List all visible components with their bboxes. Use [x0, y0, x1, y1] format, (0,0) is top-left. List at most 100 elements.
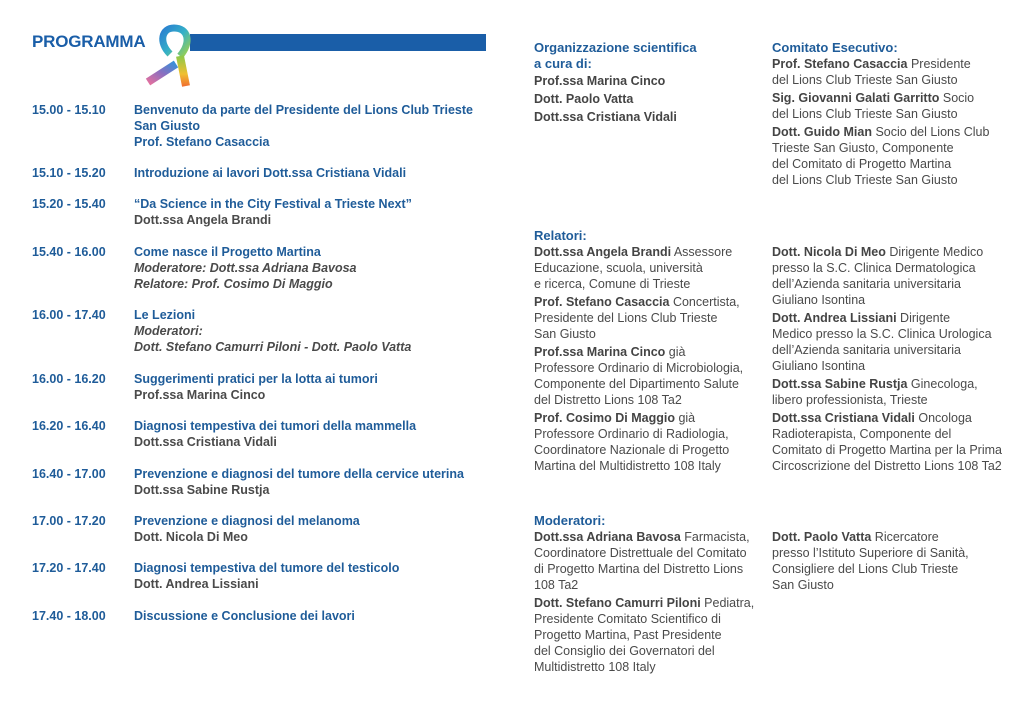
committee-heading: Comitato Esecutivo:	[772, 40, 898, 55]
person-entry: Dott. Nicola Di Meo Dirigente Medico pre…	[772, 244, 1022, 308]
person-description: Ricercatore presso l’Istituto Superiore …	[772, 530, 969, 592]
program-time: 17.00 - 17.20	[32, 514, 106, 528]
speakers-column-2: Dott. Nicola Di Meo Dirigente Medico pre…	[772, 244, 1022, 476]
program-item-line: Suggerimenti pratici per la lotta ai tum…	[134, 372, 378, 386]
person-name: Prof. Stefano Casaccia	[534, 295, 670, 309]
program-item-line: Diagnosi tempestiva dei tumori della mam…	[134, 419, 417, 433]
program-time: 16.40 - 17.00	[32, 467, 106, 481]
person-description: Farmacista, Coordinatore Distrettuale de…	[534, 530, 750, 592]
person-description: già Professore Ordinario di Microbiologi…	[534, 345, 744, 407]
person-name: Dott.ssa Angela Brandi	[534, 245, 672, 259]
program-item-line: Dott. Andrea Lissiani	[134, 577, 259, 591]
organization-heading: Organizzazione scientifica a cura di:	[534, 40, 697, 71]
person-description: Pediatra, Presidente Comitato Scientific…	[534, 596, 755, 674]
program-item-line: Relatore: Prof. Cosimo Di Maggio	[134, 277, 333, 291]
person-name: Dott.ssa Sabine Rustja	[772, 377, 908, 391]
person-description: Socio del Lions Club Trieste San Giusto	[772, 91, 975, 121]
committee-section: Comitato Esecutivo: Prof. Stefano Casacc…	[772, 40, 1022, 190]
program-time: 16.00 - 17.40	[32, 308, 106, 322]
speakers-heading: Relatori:	[534, 228, 587, 243]
program-item-line: “Da Science in the City Festival a Tries…	[134, 197, 412, 211]
program-time: 16.00 - 16.20	[32, 372, 106, 386]
program-time: 15.20 - 15.40	[32, 197, 106, 211]
program-item: Benvenuto da parte del Presidente del Li…	[134, 102, 494, 150]
person-description: Socio del Lions Club Trieste San Giusto,…	[772, 125, 990, 187]
person-description: già Professore Ordinario di Radiologia, …	[534, 411, 730, 473]
person-name: Dott. Stefano Camurri Piloni	[534, 596, 701, 610]
program-item-line: Moderatore: Dott.ssa Adriana Bavosa	[134, 261, 357, 275]
person-name: Dott. Paolo Vatta	[772, 530, 872, 544]
program-item-line: Come nasce il Progetto Martina	[134, 245, 321, 259]
person-entry: Dott.ssa Adriana Bavosa Farmacista, Coor…	[534, 529, 774, 593]
program-item: Suggerimenti pratici per la lotta ai tum…	[134, 371, 494, 403]
program-item-line: Discussione e Conclusione dei lavori	[134, 609, 355, 623]
program-item-line: Dott.ssa Angela Brandi	[134, 213, 272, 227]
program-item-line: Dott. Stefano Camurri Piloni - Dott. Pao…	[134, 340, 412, 354]
program-item-line: San Giusto	[134, 119, 200, 133]
person-name: Dott. Andrea Lissiani	[772, 311, 897, 325]
person-name: Dott. Guido Mian	[772, 125, 872, 139]
moderators-section: Moderatori: Dott.ssa Adriana Bavosa Farm…	[534, 513, 774, 677]
person-entry: Dott. Guido Mian Socio del Lions Club Tr…	[772, 124, 1022, 188]
person-description: Dirigente Medico presso la S.C. Clinica …	[772, 245, 984, 307]
moderators-column-2: Dott. Paolo Vatta Ricercatore presso l’I…	[772, 529, 1022, 595]
program-item-line: Diagnosi tempestiva del tumore del testi…	[134, 561, 400, 575]
program-item-line: Prof. Stefano Casaccia	[134, 135, 270, 149]
person-name: Sig. Giovanni Galati Garritto	[772, 91, 940, 105]
person-entry: Sig. Giovanni Galati Garritto Socio del …	[772, 90, 1022, 122]
person-entry: Dott. Stefano Camurri Piloni Pediatra, P…	[534, 595, 774, 675]
speakers-section: Relatori: Dott.ssa Angela Brandi Assesso…	[534, 228, 774, 476]
person-entry: Dott. Paolo Vatta Ricercatore presso l’I…	[772, 529, 1022, 593]
organizer-name: Dott. Paolo Vatta	[534, 92, 634, 106]
person-name: Prof. Stefano Casaccia	[772, 57, 908, 71]
program-time: 16.20 - 16.40	[32, 419, 106, 433]
person-entry: Dott. Andrea Lissiani Dirigente Medico p…	[772, 310, 1022, 374]
program-item-line: Prevenzione e diagnosi del melanoma	[134, 514, 360, 528]
person-entry: Dott.ssa Cristiana Vidali Oncologa Radio…	[772, 410, 1022, 474]
program-time: 15.40 - 16.00	[32, 245, 106, 259]
program-item: Diagnosi tempestiva dei tumori della mam…	[134, 418, 494, 450]
person-entry: Prof. Cosimo Di Maggio già Professore Or…	[534, 410, 774, 474]
awareness-ribbon-icon	[145, 24, 191, 87]
program-item: Prevenzione e diagnosi del melanoma Dott.…	[134, 513, 494, 545]
program-item: Le Lezioni Moderatori: Dott. Stefano Camur…	[134, 307, 494, 355]
person-description: Concertista, Presidente del Lions Club T…	[534, 295, 740, 341]
person-description: Oncologa Radioterapista, Componente del …	[772, 411, 1002, 473]
program-item-line: Prof.ssa Marina Cinco	[134, 388, 266, 402]
person-name: Prof.ssa Marina Cinco	[534, 345, 666, 359]
person-name: Dott.ssa Cristiana Vidali	[772, 411, 915, 425]
program-time: 17.20 - 17.40	[32, 561, 106, 575]
person-name: Prof. Cosimo Di Maggio	[534, 411, 675, 425]
program-item: Introduzione ai lavori Dott.ssa Cristian…	[134, 165, 494, 181]
person-entry: Prof. Stefano Casaccia Concertista, Pres…	[534, 294, 774, 342]
program-item: Come nasce il Progetto Martina Moderatore…	[134, 244, 494, 292]
program-time: 15.00 - 15.10	[32, 103, 106, 117]
moderators-heading: Moderatori:	[534, 513, 606, 528]
program-item: Prevenzione e diagnosi del tumore della …	[134, 466, 494, 498]
program-item: Diagnosi tempestiva del tumore del testi…	[134, 560, 494, 592]
program-item-line: Moderatori:	[134, 324, 203, 338]
program-item: “Da Science in the City Festival a Tries…	[134, 196, 494, 228]
organizer-name: Dott.ssa Cristiana Vidali	[534, 110, 677, 124]
person-entry: Dott.ssa Sabine Rustja Ginecologa, liber…	[772, 376, 1022, 408]
person-description: Presidente del Lions Club Trieste San Gi…	[772, 57, 971, 87]
person-name: Dott.ssa Adriana Bavosa	[534, 530, 681, 544]
program-item-line: Introduzione ai lavori Dott.ssa Cristian…	[134, 166, 407, 180]
program-item: Discussione e Conclusione dei lavori	[134, 608, 494, 624]
program-item-line: Benvenuto da parte del Presidente del Li…	[134, 103, 473, 117]
person-entry: Prof. Stefano Casaccia Presidente del Li…	[772, 56, 1022, 88]
organizer-name: Prof.ssa Marina Cinco	[534, 74, 666, 88]
person-entry: Prof.ssa Marina Cinco già Professore Ord…	[534, 344, 774, 408]
person-entry: Dott.ssa Angela Brandi Assessore Educazi…	[534, 244, 774, 292]
program-item-line: Dott. Nicola Di Meo	[134, 530, 248, 544]
program-title: PROGRAMMA	[32, 32, 146, 51]
program-item-line: Prevenzione e diagnosi del tumore della …	[134, 467, 464, 481]
person-description: Assessore Educazione, scuola, università…	[534, 245, 733, 291]
person-description: Dirigente Medico presso la S.C. Clinica …	[772, 311, 992, 373]
title-bar	[190, 34, 486, 51]
organization-section: Organizzazione scientifica a cura di: Pr…	[534, 40, 774, 127]
program-time: 15.10 - 15.20	[32, 166, 106, 180]
person-description: Ginecologa, libero professionista, Tries…	[772, 377, 978, 407]
program-item-line: Dott.ssa Sabine Rustja	[134, 483, 270, 497]
